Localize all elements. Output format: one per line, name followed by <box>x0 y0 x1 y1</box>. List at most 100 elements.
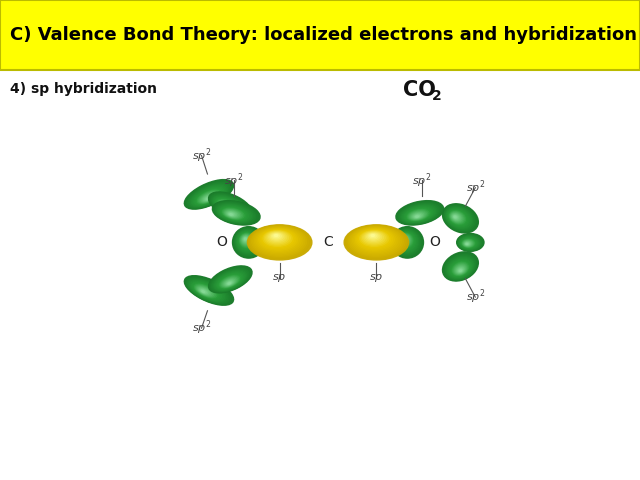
Ellipse shape <box>404 207 433 222</box>
Ellipse shape <box>358 230 390 248</box>
Ellipse shape <box>410 211 426 220</box>
Ellipse shape <box>370 234 376 238</box>
Text: $sp^2$: $sp^2$ <box>465 179 485 197</box>
Ellipse shape <box>184 276 234 305</box>
Ellipse shape <box>193 186 225 205</box>
Ellipse shape <box>228 283 230 284</box>
Ellipse shape <box>458 235 481 250</box>
Ellipse shape <box>216 199 238 213</box>
Ellipse shape <box>450 212 464 223</box>
Ellipse shape <box>191 281 223 300</box>
Ellipse shape <box>191 185 226 206</box>
Ellipse shape <box>212 195 246 216</box>
Ellipse shape <box>194 187 223 205</box>
Ellipse shape <box>196 286 214 296</box>
Ellipse shape <box>460 237 479 249</box>
Ellipse shape <box>371 235 374 237</box>
Ellipse shape <box>219 201 234 211</box>
Ellipse shape <box>348 227 403 256</box>
Ellipse shape <box>234 228 263 256</box>
Ellipse shape <box>275 235 278 237</box>
Ellipse shape <box>227 282 232 285</box>
Ellipse shape <box>462 240 474 247</box>
Ellipse shape <box>396 201 444 225</box>
Ellipse shape <box>452 262 468 276</box>
Ellipse shape <box>209 266 252 293</box>
Ellipse shape <box>264 231 291 245</box>
Ellipse shape <box>398 233 413 248</box>
Ellipse shape <box>403 206 435 222</box>
Ellipse shape <box>209 267 251 292</box>
Ellipse shape <box>365 233 381 241</box>
Ellipse shape <box>215 203 256 223</box>
Ellipse shape <box>447 209 469 227</box>
Ellipse shape <box>414 215 421 218</box>
Ellipse shape <box>451 213 462 222</box>
Ellipse shape <box>192 282 221 300</box>
Ellipse shape <box>185 276 232 304</box>
Ellipse shape <box>244 238 246 240</box>
Ellipse shape <box>195 188 222 204</box>
Ellipse shape <box>451 260 470 276</box>
Ellipse shape <box>458 235 483 251</box>
Ellipse shape <box>220 206 248 221</box>
Ellipse shape <box>239 233 255 249</box>
Ellipse shape <box>242 236 250 244</box>
Ellipse shape <box>460 236 480 250</box>
Ellipse shape <box>444 206 475 230</box>
Ellipse shape <box>236 230 259 252</box>
Ellipse shape <box>214 270 246 290</box>
Ellipse shape <box>209 192 252 219</box>
Ellipse shape <box>224 210 241 218</box>
Ellipse shape <box>466 243 468 245</box>
Ellipse shape <box>234 228 262 255</box>
Text: 2: 2 <box>432 89 442 103</box>
Ellipse shape <box>253 227 305 255</box>
Ellipse shape <box>446 256 475 279</box>
Ellipse shape <box>445 255 476 279</box>
Ellipse shape <box>221 276 238 287</box>
Ellipse shape <box>454 216 457 218</box>
Ellipse shape <box>457 267 464 273</box>
Ellipse shape <box>220 276 239 288</box>
Ellipse shape <box>223 208 244 219</box>
Ellipse shape <box>196 285 215 297</box>
Ellipse shape <box>226 211 238 217</box>
Ellipse shape <box>444 205 476 231</box>
Ellipse shape <box>449 211 465 224</box>
Ellipse shape <box>411 212 425 219</box>
Ellipse shape <box>364 232 383 242</box>
Ellipse shape <box>455 265 466 274</box>
Ellipse shape <box>393 228 420 255</box>
Ellipse shape <box>255 228 303 254</box>
Ellipse shape <box>207 198 209 199</box>
Ellipse shape <box>216 272 244 289</box>
Ellipse shape <box>222 204 228 208</box>
Ellipse shape <box>212 269 248 291</box>
Ellipse shape <box>259 229 298 250</box>
Ellipse shape <box>413 214 422 218</box>
Ellipse shape <box>221 207 245 220</box>
Ellipse shape <box>443 204 477 232</box>
Ellipse shape <box>396 231 417 252</box>
Ellipse shape <box>447 208 470 228</box>
Text: 4) sp hybridization: 4) sp hybridization <box>10 82 157 96</box>
Ellipse shape <box>442 204 478 233</box>
Ellipse shape <box>226 281 232 285</box>
Ellipse shape <box>354 228 396 252</box>
Ellipse shape <box>186 180 232 209</box>
Text: $sp^2$: $sp^2$ <box>192 319 211 337</box>
Ellipse shape <box>223 278 236 287</box>
Ellipse shape <box>204 195 213 201</box>
Ellipse shape <box>397 232 415 250</box>
Ellipse shape <box>403 238 405 240</box>
Ellipse shape <box>215 271 245 290</box>
Ellipse shape <box>252 227 307 256</box>
Ellipse shape <box>457 234 483 251</box>
Ellipse shape <box>193 283 220 299</box>
Ellipse shape <box>449 258 472 277</box>
Ellipse shape <box>218 200 237 212</box>
Ellipse shape <box>241 235 252 246</box>
Ellipse shape <box>212 268 248 291</box>
Ellipse shape <box>201 193 216 202</box>
